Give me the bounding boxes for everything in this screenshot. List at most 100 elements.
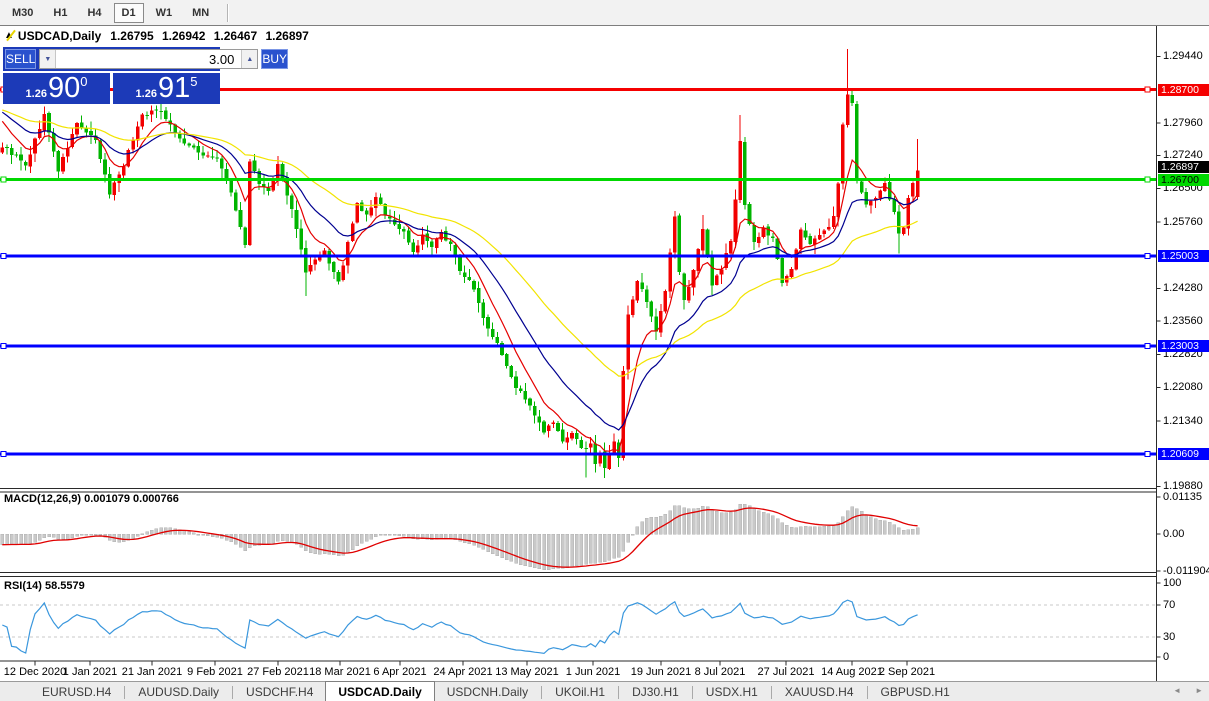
tab-usdx-h1[interactable]: USDX.H1 [705,685,758,699]
price-badge: 1.20609 [1158,448,1209,460]
rsi-tick-label: 30 [1163,631,1176,643]
rsi-line [2,599,918,655]
ma-line-8 [1,120,919,452]
candlestick-layer [0,49,920,478]
macd-histogram [0,503,920,570]
close-value: 1.26897 [265,29,309,43]
chart-symbol-icon: ▲ [4,29,16,42]
buy-button[interactable]: BUY [261,49,289,69]
hline-end-marker [0,176,7,183]
toolbar-separator [227,3,229,22]
timeframe-button-mn[interactable]: MN [192,6,210,19]
tab-usdcnh-daily[interactable]: USDCNH.Daily [446,685,529,699]
date-tick-label: 9 Feb 2021 [187,666,243,678]
price-tick-label: 1.23560 [1163,315,1203,327]
date-tick-label: 13 May 2021 [495,666,559,678]
date-tick-label: 2 Sep 2021 [878,666,936,678]
tab-separator [770,686,772,699]
tab-scroll-left-icon[interactable]: ◄ [1173,686,1182,695]
tab-separator [866,686,868,699]
tab-separator [232,686,234,699]
symbol-tabs: EURUSD.H4 AUDUSD.Daily USDCHF.H4 USDCAD.Dai… [30,681,962,701]
open-value: 1.26795 [110,29,154,43]
tab-usdcad-daily[interactable]: USDCAD.Daily [325,681,435,701]
high-value: 1.26942 [162,29,206,43]
date-tick-label: 14 Aug 2021 [821,666,883,678]
tab-usdchf-h4[interactable]: USDCHF.H4 [246,685,314,699]
hline-end-marker [1144,343,1151,350]
date-tick-label: 24 Apr 2021 [433,666,493,678]
date-tick-label: 12 Dec 2020 [3,666,67,678]
volume-spinner: ▼ ▲ [39,49,259,69]
price-tick-label: 1.27960 [1163,117,1203,129]
rsi-tick-label: 70 [1163,599,1176,611]
date-tick-label: 18 Mar 2021 [309,666,371,678]
price-tick-label: 1.19880 [1163,480,1203,492]
hline-end-marker [1144,450,1151,457]
chart-symbol-label: USDCAD,Daily [17,29,102,43]
price-badge: 1.26700 [1158,174,1209,186]
timeframe-buttons: M30 H1 H4 D1 W1 MN [0,2,217,23]
date-tick-label: 1 Jan 2021 [62,666,118,678]
ma-line-45 [2,109,918,377]
rsi-label: RSI(14) 58.5579 [4,580,85,592]
price-tick-label: 1.29440 [1163,50,1203,62]
price-badge: 1.26897 [1158,161,1209,173]
quote-row: 1.26 90 0 1.26 91 5 [3,73,220,104]
one-click-trade-panel: SELL ▼ ▲ BUY 1.26 90 0 1.26 91 5 [3,47,289,104]
volume-decrease-button[interactable]: ▼ [40,50,57,68]
price-badge: 1.28700 [1158,84,1209,96]
tab-scroll-right-icon[interactable]: ► [1195,686,1203,695]
buy-price-prefix: 1.26 [135,88,157,100]
price-tick-label: 1.25760 [1163,216,1203,228]
volume-increase-button[interactable]: ▲ [241,50,258,68]
tab-separator [691,686,693,699]
tab-gbpusd-h1[interactable]: GBPUSD.H1 [880,685,950,699]
date-tick-label: 6 Apr 2021 [373,666,427,678]
buy-quote[interactable]: 1.26 91 5 [113,73,220,104]
buy-price-pip: 5 [190,74,198,89]
hline-end-marker [1144,176,1151,183]
timeframe-button-w1[interactable]: W1 [155,6,173,19]
macd-tick-label: -0.011904 [1163,565,1209,577]
tab-xauusd-h4[interactable]: XAUUSD.H4 [784,685,854,699]
volume-input[interactable] [56,50,242,68]
date-tick-label: 27 Jul 2021 [757,666,815,678]
rsi-tick-label: 100 [1163,577,1182,589]
date-tick-label: 27 Feb 2021 [247,666,309,678]
buy-price-big: 91 [157,72,191,104]
chart-title: ▲ USDCAD,Daily 1.26795 1.26942 1.26467 1… [4,29,309,43]
hline-end-marker [0,450,7,457]
tab-ukoil-h1[interactable]: UKOil.H1 [555,685,606,699]
low-value: 1.26467 [213,29,258,43]
tab-eurusd-h4[interactable]: EURUSD.H4 [42,685,112,699]
ohlc-values: 1.26795 1.26942 1.26467 1.26897 [105,29,309,43]
tab-separator [124,686,126,699]
hline-end-marker [1144,86,1151,93]
tab-dj30-h1[interactable]: DJ30.H1 [632,685,679,699]
tab-scroll-controls: ◄ ► [1173,687,1203,695]
date-tick-label: 8 Jul 2021 [694,666,746,678]
timeframe-toolbar: M30 H1 H4 D1 W1 MN [0,0,1209,26]
timeframe-button-d1[interactable]: D1 [113,2,144,23]
date-tick-label: 1 Jun 2021 [565,666,621,678]
trade-controls-row: SELL ▼ ▲ BUY [3,47,289,71]
tab-separator [541,686,543,699]
sell-quote[interactable]: 1.26 90 0 [3,73,110,104]
price-tick-label: 1.21340 [1163,415,1203,427]
hline-end-marker [0,343,7,350]
timeframe-button-h1[interactable]: H1 [53,6,68,19]
macd-tick-label: 0.01135 [1163,491,1202,503]
timeframe-button-h4[interactable]: H4 [87,6,102,19]
sell-button[interactable]: SELL [5,49,37,69]
price-tick-label: 1.22080 [1163,381,1203,393]
tab-audusd-daily[interactable]: AUDUSD.Daily [138,685,220,699]
sell-price-pip: 0 [80,74,88,89]
hline-end-marker [0,253,7,260]
macd-label: MACD(12,26,9) 0.001079 0.000766 [4,493,179,505]
timeframe-button-m30[interactable]: M30 [12,6,34,19]
sell-price-prefix: 1.26 [25,88,47,100]
hline-end-marker [1144,253,1151,260]
